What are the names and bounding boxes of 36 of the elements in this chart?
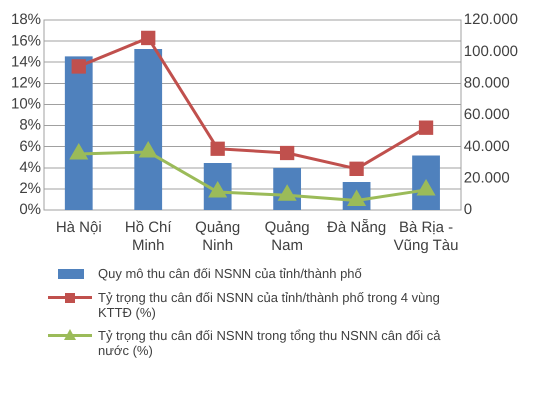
y-tick-label: 12%: [10, 74, 42, 92]
legend-label: Quy mô thu cân đối NSNN của tỉnh/thành phố: [98, 266, 362, 281]
y-tick-label: 6%: [19, 138, 42, 155]
y-tick-label: 10%: [10, 96, 42, 113]
y2-tick-label: 120.000: [464, 11, 518, 28]
legend-label: Tỷ trọng thu cân đối NSNN của tỉnh/thành phố trong 4 vùng KTTĐ (%): [98, 290, 441, 320]
y-tick-label: 14%: [10, 53, 42, 70]
y-tick-label: 2%: [19, 180, 42, 198]
x-tick-label: Quảng Nam: [264, 219, 310, 254]
point: [140, 142, 157, 158]
legend-label: Tỷ trọng thu cân đối NSNN trong tổng thu NSNN cân đối cả nước (%): [98, 328, 442, 358]
y-tick-label: 18%: [10, 11, 42, 28]
x-tick-label: Quảng Ninh: [195, 219, 240, 254]
y2-tick-label: 60.000: [464, 106, 510, 124]
bar: [64, 56, 93, 210]
point: [280, 146, 294, 160]
x-tick-label: Hồ Chí Minh: [124, 219, 172, 254]
y-tick-label: 0%: [19, 201, 42, 218]
point: [141, 30, 156, 46]
point: [210, 142, 225, 156]
point: [418, 120, 434, 135]
y2-tick-label: 80.000: [464, 74, 510, 92]
y-tick-label: 4%: [19, 158, 42, 176]
bar: [134, 48, 162, 210]
point: [70, 144, 88, 160]
y2-tick-label: 20.000: [464, 169, 510, 186]
point: [349, 162, 364, 176]
point: [72, 59, 86, 74]
x-tick-label: Hà Nội: [56, 219, 102, 236]
y2-tick-label: 0: [464, 201, 472, 218]
y-tick-label: 16%: [10, 32, 42, 50]
x-tick-label: Bà Rịa - Vũng Tàu: [394, 219, 458, 254]
y2-tick-label: 100.000: [464, 42, 518, 60]
x-tick-label: Đà Nẵng: [326, 219, 386, 236]
y2-tick-label: 40.000: [464, 138, 510, 155]
y-tick-label: 8%: [19, 116, 42, 134]
